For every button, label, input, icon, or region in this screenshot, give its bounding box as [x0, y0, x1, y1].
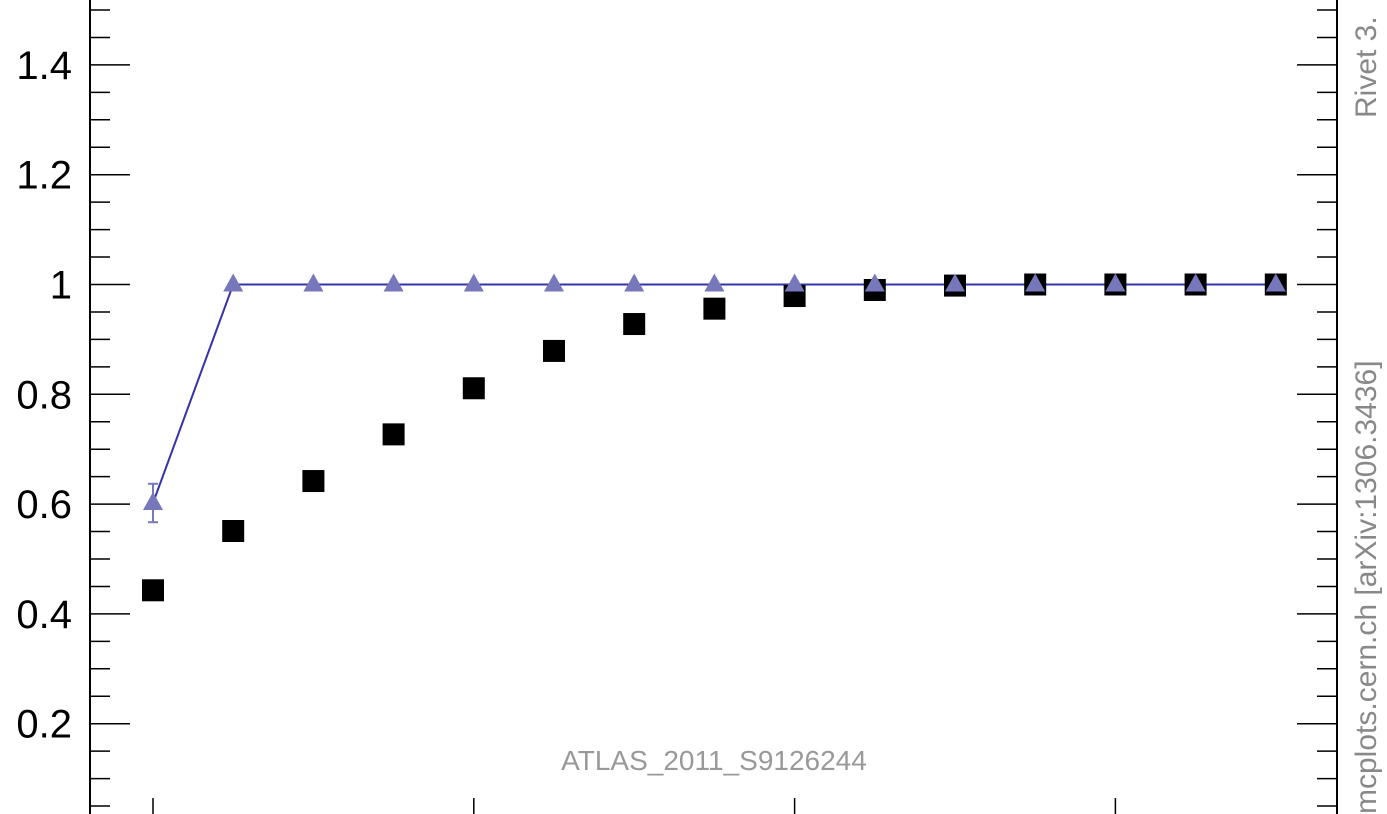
mc-point — [303, 273, 324, 292]
mc-point — [1025, 273, 1046, 292]
y-tick-label: 0.4 — [16, 593, 72, 637]
mc-point — [704, 273, 725, 292]
mcplots-label: mcplots.cern.ch [arXiv:1306.3436] — [1350, 360, 1383, 814]
y-tick-label: 1.2 — [16, 154, 72, 198]
mc-point — [143, 492, 163, 511]
mc-point — [624, 273, 645, 292]
mc-point — [383, 273, 404, 292]
mc-point — [864, 273, 885, 292]
mc-point — [223, 273, 244, 292]
mc-point — [1185, 273, 1206, 292]
plot-frame — [89, 0, 1338, 814]
y-axis-ticks: 0.2 0.4 0.6 0.8 1 1.2 1.4 — [16, 9, 1337, 807]
mc-point — [1105, 273, 1126, 292]
mc-point — [1265, 273, 1286, 292]
mc-point — [544, 273, 564, 292]
mc-point — [945, 273, 965, 292]
data-point — [623, 313, 646, 336]
y-tick-label: 0.2 — [16, 703, 72, 747]
data-point — [222, 520, 245, 543]
analysis-label: ATLAS_2011_S9126244 — [561, 745, 867, 776]
x-axis-ticks — [152, 798, 1117, 814]
mc-point — [463, 273, 484, 292]
rivet-version-label: Rivet 3. — [1350, 16, 1383, 118]
data-point — [462, 377, 485, 400]
data-point — [302, 470, 325, 493]
mc-series — [143, 273, 1286, 524]
mc-point — [784, 273, 805, 292]
data-series — [142, 273, 1287, 602]
y-tick-label: 0.6 — [16, 483, 72, 527]
y-tick-label: 1.4 — [16, 44, 72, 88]
data-point — [142, 579, 164, 602]
data-point — [543, 339, 565, 362]
y-tick-label: 1 — [50, 264, 72, 308]
data-point — [382, 423, 405, 446]
y-tick-label: 0.8 — [16, 373, 72, 417]
data-point — [703, 297, 726, 320]
